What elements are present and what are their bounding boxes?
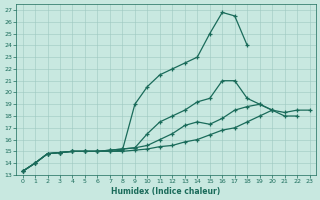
X-axis label: Humidex (Indice chaleur): Humidex (Indice chaleur) [111,187,221,196]
